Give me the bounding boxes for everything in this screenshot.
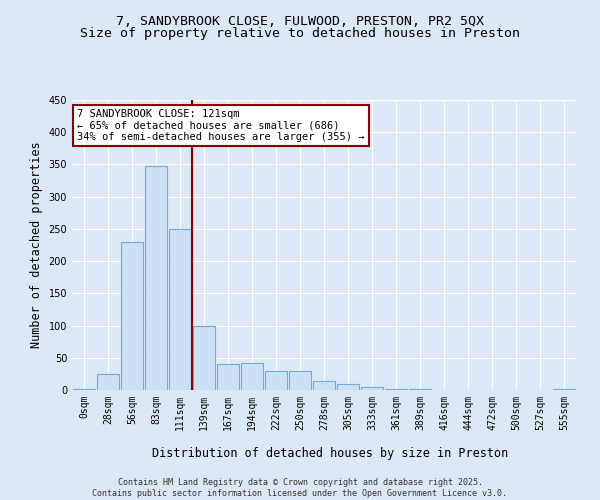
Bar [217, 364, 239, 390]
Text: 7 SANDYBROOK CLOSE: 121sqm
← 65% of detached houses are smaller (686)
34% of sem: 7 SANDYBROOK CLOSE: 121sqm ← 65% of deta… [77, 108, 365, 142]
Bar [169, 229, 191, 390]
Text: 7, SANDYBROOK CLOSE, FULWOOD, PRESTON, PR2 5QX: 7, SANDYBROOK CLOSE, FULWOOD, PRESTON, P… [116, 15, 484, 28]
Y-axis label: Number of detached properties: Number of detached properties [30, 142, 43, 348]
Bar [145, 166, 167, 390]
Bar [73, 388, 95, 390]
Text: Contains HM Land Registry data © Crown copyright and database right 2025.
Contai: Contains HM Land Registry data © Crown c… [92, 478, 508, 498]
Bar [337, 384, 359, 390]
Bar [313, 381, 335, 390]
Bar [265, 370, 287, 390]
Bar [361, 388, 383, 390]
Text: Distribution of detached houses by size in Preston: Distribution of detached houses by size … [152, 448, 508, 460]
Text: Size of property relative to detached houses in Preston: Size of property relative to detached ho… [80, 28, 520, 40]
Bar [121, 242, 143, 390]
Bar [193, 326, 215, 390]
Bar [241, 363, 263, 390]
Bar [97, 374, 119, 390]
Bar [289, 370, 311, 390]
Bar [553, 388, 575, 390]
